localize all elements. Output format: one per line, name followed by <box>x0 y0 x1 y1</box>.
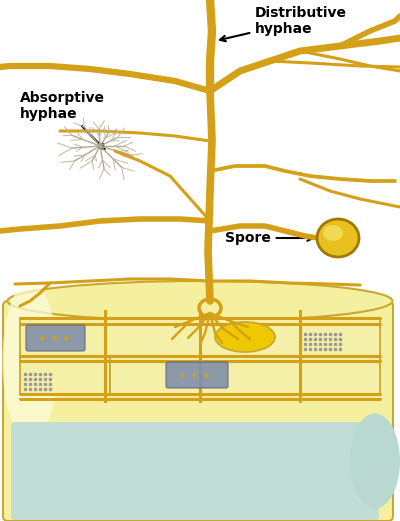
Text: Absorptive
hyphae: Absorptive hyphae <box>20 91 105 150</box>
Ellipse shape <box>2 281 58 441</box>
FancyBboxPatch shape <box>26 325 85 351</box>
FancyBboxPatch shape <box>166 362 228 388</box>
Bar <box>200 356 300 394</box>
Ellipse shape <box>8 281 392 321</box>
Bar <box>105 318 200 356</box>
FancyBboxPatch shape <box>3 301 393 521</box>
Ellipse shape <box>317 219 359 257</box>
Ellipse shape <box>323 225 343 241</box>
FancyBboxPatch shape <box>11 422 379 520</box>
Bar <box>20 356 110 394</box>
Bar <box>200 318 300 356</box>
Ellipse shape <box>215 322 275 352</box>
Ellipse shape <box>350 414 400 508</box>
Text: Spore: Spore <box>225 231 313 245</box>
Bar <box>300 356 380 394</box>
Text: Distributive
hyphae: Distributive hyphae <box>220 6 347 41</box>
Bar <box>110 356 200 394</box>
Bar <box>300 318 380 356</box>
Bar <box>20 318 105 356</box>
